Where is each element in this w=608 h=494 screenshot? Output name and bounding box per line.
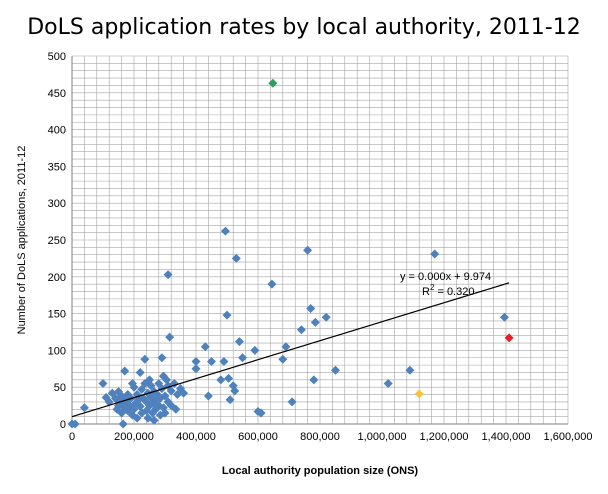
- trendline-equation: y = 0.000x + 9.974: [400, 271, 491, 283]
- data-point-highlight: [414, 389, 424, 399]
- y-tick-label: 150: [48, 309, 66, 321]
- x-tick-label: 1,400,000: [482, 431, 531, 443]
- y-tick-label: 0: [60, 419, 66, 431]
- data-point: [179, 388, 189, 398]
- data-point: [310, 317, 320, 327]
- data-point: [165, 332, 175, 342]
- data-point: [499, 312, 509, 322]
- trendline-r2: R2 = 0.320: [422, 283, 474, 298]
- y-axis-label: Number of DoLS applications, 2011-12: [16, 146, 28, 335]
- y-tick-label: 500: [48, 51, 66, 63]
- data-point: [160, 408, 170, 418]
- data-point: [220, 226, 230, 236]
- data-point: [306, 303, 316, 313]
- data-point: [278, 354, 288, 364]
- data-point: [191, 364, 201, 374]
- data-point: [296, 325, 306, 335]
- x-tick-label: 600,000: [238, 431, 278, 443]
- data-point: [238, 353, 247, 363]
- y-tick-label: 100: [48, 345, 66, 357]
- data-point: [70, 419, 80, 429]
- data-point: [224, 373, 234, 383]
- data-point: [303, 245, 313, 255]
- data-point: [135, 401, 145, 411]
- x-axis-label: Local authority population size (ONS): [222, 465, 419, 477]
- data-point: [120, 366, 130, 376]
- data-point: [98, 379, 108, 389]
- data-point: [231, 253, 241, 263]
- data-point: [219, 356, 229, 366]
- y-tick-label: 450: [48, 88, 66, 100]
- y-tick-label: 300: [48, 198, 66, 210]
- x-tick-label: 800,000: [300, 431, 340, 443]
- data-point: [157, 353, 167, 363]
- x-tick-label: 200,000: [114, 431, 154, 443]
- data-point: [405, 365, 415, 375]
- y-tick-label: 250: [48, 235, 66, 247]
- data-point: [129, 382, 139, 392]
- trendline: [71, 282, 510, 418]
- data-point: [132, 413, 142, 423]
- data-point: [166, 386, 176, 396]
- data-point: [222, 310, 232, 320]
- data-point: [216, 375, 226, 385]
- y-tick-label: 400: [48, 125, 66, 137]
- data-point: [281, 342, 291, 352]
- x-tick-label: 1,000,000: [358, 431, 407, 443]
- data-point: [321, 312, 331, 322]
- data-point: [383, 379, 393, 389]
- data-point: [191, 356, 201, 366]
- x-tick-labels: 0 200,000 400,000 600,000 800,000 1,000,000 1,…: [69, 431, 593, 443]
- data-point: [234, 337, 244, 347]
- data-point: [135, 367, 145, 377]
- data-point: [250, 345, 260, 355]
- y-tick-labels: 0 50 100 150 200 250 300 350 400 450 500: [48, 51, 66, 431]
- data-point: [140, 354, 150, 364]
- data-point: [225, 395, 235, 405]
- data-point: [430, 249, 440, 259]
- y-tick-label: 50: [54, 382, 66, 394]
- data-point: [230, 386, 240, 396]
- trendline-group: [71, 282, 510, 418]
- x-tick-label: 1,200,000: [420, 431, 469, 443]
- data-point: [79, 403, 89, 413]
- x-tick-label: 400,000: [176, 431, 216, 443]
- x-tick-label: 1,600,000: [544, 431, 593, 443]
- data-point: [207, 356, 216, 366]
- y-tick-label: 350: [48, 161, 66, 173]
- chart-title: DoLS application rates by local authorit…: [27, 15, 581, 40]
- data-point: [331, 365, 340, 375]
- data-point-highlight: [504, 333, 514, 343]
- data-point: [149, 415, 159, 425]
- data-point: [171, 404, 181, 414]
- data-point: [267, 279, 277, 289]
- data-point-highlight: [268, 78, 278, 88]
- grid: [71, 55, 569, 425]
- data-point: [163, 270, 173, 280]
- data-point: [203, 391, 213, 401]
- data-point: [118, 419, 128, 429]
- y-tick-label: 200: [48, 272, 66, 284]
- x-tick-label: 0: [69, 431, 75, 443]
- data-point: [256, 408, 266, 418]
- data-point: [200, 342, 210, 352]
- data-point: [287, 397, 297, 407]
- data-point: [309, 375, 319, 385]
- data-points: [67, 78, 514, 429]
